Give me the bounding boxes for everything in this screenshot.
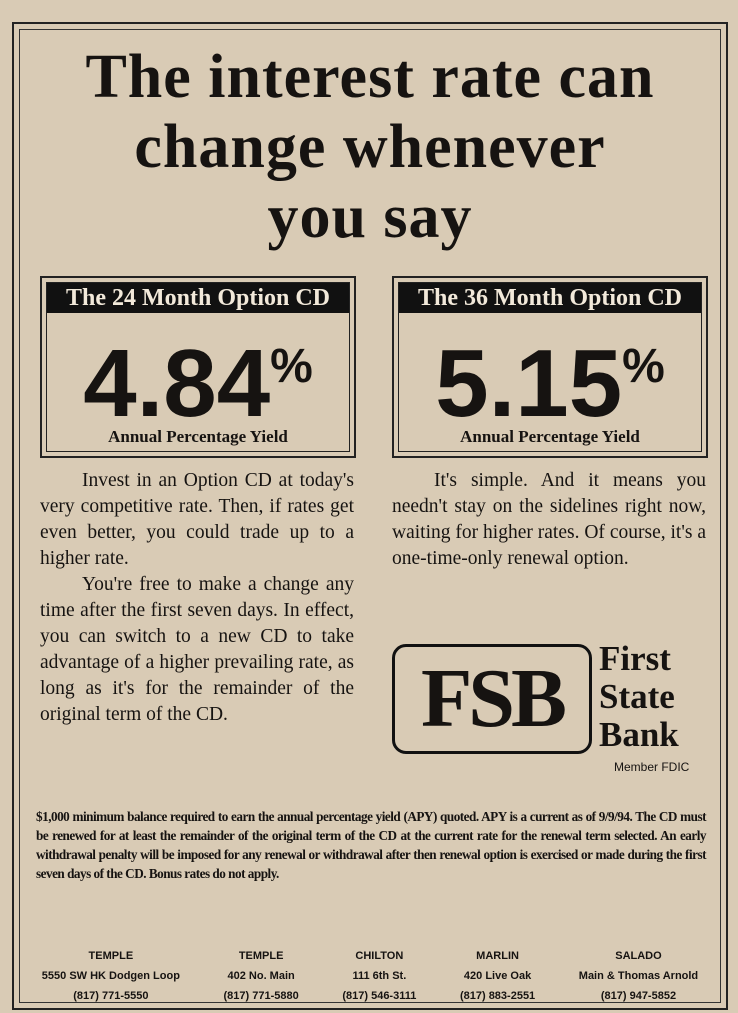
- branch-address: 5550 SW HK Dodgen Loop: [41, 970, 180, 982]
- offer-rate: 4.84%: [47, 317, 349, 434]
- member-fdic: Member FDIC: [614, 760, 690, 774]
- bank-name-line: Bank: [599, 715, 679, 754]
- branch-phone: (817) 883-2551: [459, 990, 536, 1002]
- bank-name-line: First: [599, 639, 671, 678]
- branch-phone: (817) 771-5550: [73, 990, 149, 1002]
- offer-box: The 36 Month Option CD 5.15% Annual Perc…: [392, 276, 708, 458]
- branch-phone: (817) 546-3111: [342, 990, 417, 1002]
- branch-city: TEMPLE: [238, 950, 284, 962]
- paragraph: Invest in an Option CD at today's very c…: [40, 470, 354, 569]
- branch: MARLIN 420 Live Oak (817) 883-2551: [460, 946, 535, 1006]
- headline-line: you say: [267, 183, 473, 251]
- branch: SALADO Main & Thomas Arnold (817) 947-5852: [579, 946, 698, 1006]
- bank-name-line: State: [599, 677, 675, 716]
- branch-phone: (817) 771-5880: [223, 990, 299, 1002]
- offer-box: The 24 Month Option CD 4.84% Annual Perc…: [40, 276, 356, 458]
- branch-address: 111 6th St.: [352, 970, 407, 982]
- offer-rate: 5.15%: [399, 317, 701, 434]
- rate-unit: %: [622, 340, 665, 393]
- paragraph: It's simple. And it means you needn't st…: [392, 470, 706, 569]
- branch-city: MARLIN: [476, 950, 519, 962]
- rate-number: 4.84: [83, 330, 271, 437]
- offer-label: Annual Percentage Yield: [460, 427, 640, 446]
- offer-title: The 24 Month Option CD: [47, 283, 349, 313]
- ad: The interest rate can change whenever yo…: [12, 22, 728, 1010]
- headline: The interest rate can change whenever yo…: [20, 42, 720, 252]
- branch-address: Main & Thomas Arnold: [578, 970, 699, 982]
- ad-frame: The interest rate can change whenever yo…: [19, 29, 721, 1003]
- bank-name: First State Bank: [599, 640, 679, 754]
- branch-city: TEMPLE: [88, 950, 134, 962]
- headline-line: change whenever: [134, 113, 606, 181]
- branches: TEMPLE 5550 SW HK Dodgen Loop (817) 771-55…: [20, 946, 720, 1006]
- branch: TEMPLE 402 No. Main (817) 771-5880: [224, 946, 299, 1006]
- rate-number: 5.15: [435, 330, 623, 437]
- rate-unit: %: [270, 340, 313, 393]
- branch-address: 420 Live Oak: [463, 970, 532, 982]
- branch-city: CHILTON: [355, 950, 404, 962]
- paragraph: You're free to make a change any time af…: [40, 574, 354, 725]
- branch-phone: (817) 947-5852: [600, 990, 677, 1002]
- left-column: Invest in an Option CD at today's very c…: [40, 468, 354, 728]
- offer-label: Annual Percentage Yield: [108, 427, 288, 446]
- branch-address: 402 No. Main: [227, 970, 295, 982]
- branch-city: SALADO: [615, 950, 662, 962]
- logo-mark: FSB: [392, 644, 592, 754]
- right-column: It's simple. And it means you needn't st…: [392, 468, 706, 572]
- offer-title: The 36 Month Option CD: [399, 283, 701, 313]
- branch: TEMPLE 5550 SW HK Dodgen Loop (817) 771-55…: [42, 946, 180, 1006]
- disclaimer: $1,000 minimum balance required to earn …: [36, 809, 707, 881]
- branch: CHILTON 111 6th St. (817) 546-3111: [342, 946, 416, 1006]
- headline-line: The interest rate can: [85, 43, 655, 111]
